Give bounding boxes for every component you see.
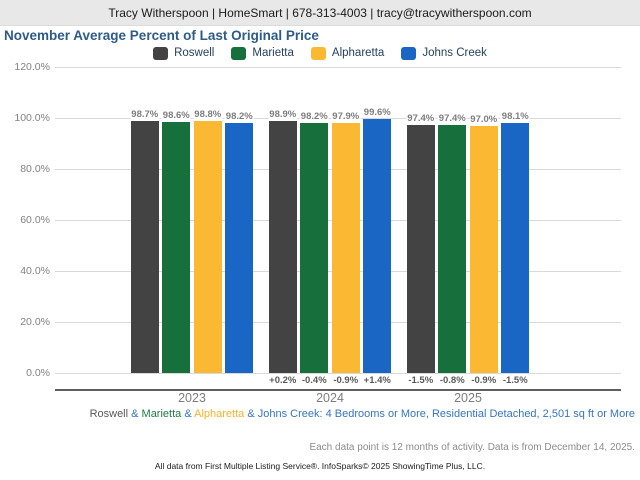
legend-label: Marietta <box>252 47 294 59</box>
bar-change-label: -0.4% <box>301 375 327 386</box>
bar-marietta-2025 <box>438 124 467 373</box>
bar-value-label: 98.9% <box>268 108 298 120</box>
bar-change-label: +1.4% <box>363 375 391 386</box>
bar-value-label: 98.7% <box>130 109 160 121</box>
legend-item-alpharetta: Alpharetta <box>310 46 385 60</box>
legend-swatch-icon <box>231 46 247 60</box>
legend-label: Johns Creek <box>422 47 487 59</box>
legend-label: Alpharetta <box>331 47 385 59</box>
chart-legend: Roswell Marietta Alpharetta Johns Creek <box>0 45 640 61</box>
criteria-segment: Johns Creek <box>257 408 320 420</box>
criteria-segment: & <box>128 408 142 420</box>
bar-johns-creek-2024 <box>363 119 392 373</box>
bar-value-label: 98.2% <box>299 110 329 122</box>
bar-value-label: 98.6% <box>161 109 191 121</box>
criteria-segment: Roswell <box>89 408 129 420</box>
bar-value-label: 97.0% <box>469 113 499 125</box>
criteria-segment: Alpharetta <box>194 408 245 420</box>
y-axis-tick-label: 80.0% <box>20 162 50 175</box>
contact-header-text: Tracy Witherspoon | HomeSmart | 678-313-… <box>108 5 532 20</box>
bar-value-label: 98.2% <box>224 110 254 122</box>
legend-label: Roswell <box>174 47 215 59</box>
x-axis-tick-label-2023: 2023 <box>178 391 206 405</box>
x-axis-tick-label-2024: 2024 <box>316 391 344 405</box>
criteria-segment: & <box>181 408 195 420</box>
bar-alpharetta-2024 <box>331 123 360 373</box>
criteria-segment: & <box>244 408 258 420</box>
bar-marietta-2024 <box>300 122 329 373</box>
y-axis-tick-label: 40.0% <box>20 264 50 277</box>
legend-swatch-icon <box>153 46 169 60</box>
bar-value-label: 98.1% <box>500 110 530 122</box>
search-criteria-text: Roswell & Marietta & Alpharetta & Johns … <box>57 407 635 422</box>
bar-change-label: -0.9% <box>471 375 497 386</box>
bar-change-label: -1.5% <box>408 375 434 386</box>
bar-change-label: +0.2% <box>269 375 297 386</box>
bar-alpharetta-2025 <box>469 125 498 373</box>
bar-roswell-2023 <box>130 121 159 373</box>
legend-swatch-icon <box>401 46 417 60</box>
bar-roswell-2024 <box>268 120 297 373</box>
contact-header-bar: Tracy Witherspoon | HomeSmart | 678-313-… <box>0 0 640 26</box>
y-axis-tick-label: 60.0% <box>20 213 50 226</box>
x-axis-tick-label-2025: 2025 <box>454 391 482 405</box>
chart-title: November Average Percent of Last Origina… <box>4 28 319 43</box>
attribution-text: All data from First Multiple Listing Ser… <box>154 461 486 471</box>
legend-item-roswell: Roswell <box>153 46 215 60</box>
criteria-segment: Marietta <box>141 408 182 420</box>
bar-change-label: -0.8% <box>439 375 465 386</box>
legend-item-johns-creek: Johns Creek <box>401 46 487 60</box>
bar-value-label: 97.9% <box>331 111 361 123</box>
bar-change-label: -0.9% <box>333 375 359 386</box>
data-note-text: Each data point is 12 months of activity… <box>309 442 635 453</box>
bar-roswell-2025 <box>406 124 435 373</box>
bar-marietta-2023 <box>162 121 191 373</box>
gridline-120.0% <box>55 66 621 68</box>
y-axis-tick-label: 100.0% <box>14 111 50 124</box>
bar-johns-creek-2025 <box>501 122 530 373</box>
y-axis-tick-label: 120.0% <box>14 60 50 73</box>
bar-value-label: 98.8% <box>193 109 223 121</box>
legend-item-marietta: Marietta <box>231 46 294 60</box>
bar-value-label: 99.6% <box>362 107 392 119</box>
criteria-segment: : 4 Bedrooms or More, Residential Detach… <box>319 408 636 420</box>
gridline-0.0% <box>55 372 621 374</box>
x-axis-line <box>55 389 621 391</box>
bar-value-label: 97.4% <box>406 112 436 124</box>
bar-value-label: 97.4% <box>437 112 467 124</box>
bar-change-label: -1.5% <box>502 375 528 386</box>
y-axis-tick-label: 20.0% <box>20 315 50 328</box>
y-axis-tick-label: 0.0% <box>26 366 50 379</box>
bar-alpharetta-2023 <box>193 121 222 373</box>
bar-johns-creek-2023 <box>225 122 254 373</box>
legend-swatch-icon <box>310 46 326 60</box>
